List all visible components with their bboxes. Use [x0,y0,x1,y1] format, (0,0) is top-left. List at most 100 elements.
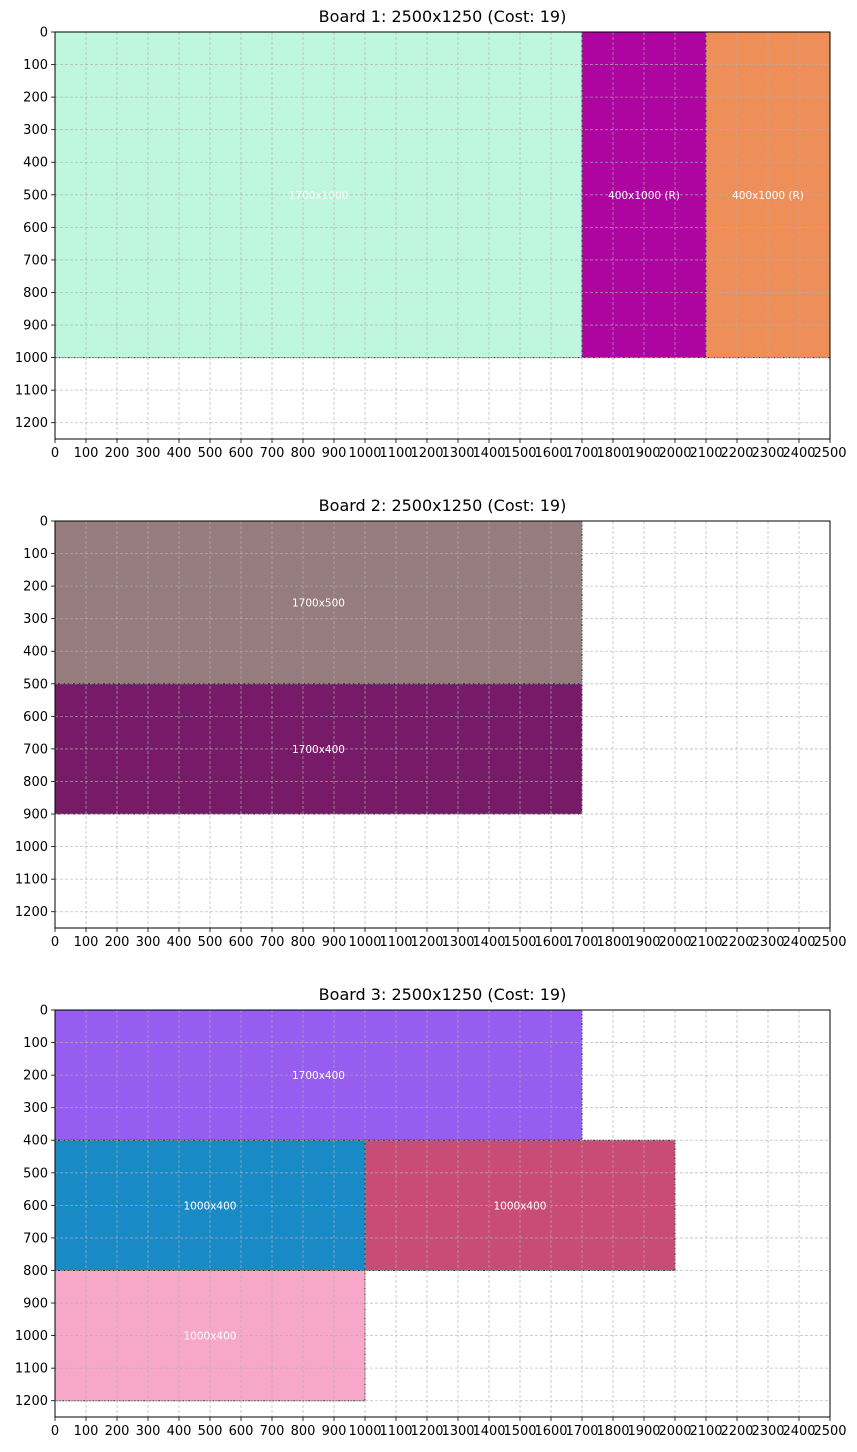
y-tick-label: 300 [23,1101,48,1116]
x-tick-label: 200 [105,446,130,461]
piece-label-2: 1000x400 [184,1200,237,1212]
board-chart-1: 1700x1000 400x1000 (R) 400x1000 (R) 0 100 200… [15,26,847,462]
y-tick-label: 300 [23,612,48,627]
y-tick-label: 600 [23,710,48,725]
x-tick-label: 2300 [751,1424,784,1439]
y-tick-label: 0 [40,515,48,530]
axes-frame [54,1009,831,1418]
y-tick-label: 700 [23,742,48,757]
x-tick-label: 1300 [441,446,474,461]
y-tick-label: 400 [23,645,48,660]
x-tick-label: 1500 [503,446,536,461]
board-chart-3: 1700x400 1000x400 1000x400 1000x400 0 100 200 3… [15,1004,847,1440]
y-tick-label: 100 [23,1036,48,1051]
x-tick-label: 500 [198,1424,223,1439]
x-tick-label: 500 [198,446,223,461]
x-tick-label: 900 [322,1424,347,1439]
x-tick-label: 1600 [534,935,567,950]
board-title: Board 2: 2500x1250 (Cost: 19) [318,496,567,515]
y-tick-label: 1100 [15,1362,48,1377]
axes-frame [54,520,831,929]
x-tick-label: 700 [260,1424,285,1439]
piece-label-2: 1700x400 [292,744,345,756]
x-tick-label: 2100 [689,1424,722,1439]
y-tick-label: 1100 [15,873,48,888]
x-tick-label: 200 [105,1424,130,1439]
x-tick-label: 400 [167,446,192,461]
x-tick-label: 2100 [689,446,722,461]
x-tick-label: 900 [322,935,347,950]
x-tick-label: 1400 [472,446,505,461]
y-tick-label: 700 [23,1231,48,1246]
board-panel-1: Board 1: 2500x1250 (Cost: 19) 1700x1000 4… [0,0,857,462]
y-tick-label: 0 [40,1004,48,1019]
x-tick-label: 1600 [534,1424,567,1439]
y-tick-label: 500 [23,1166,48,1181]
x-tick-label: 1000 [348,446,381,461]
x-tick-label: 1700 [565,1424,598,1439]
piece-label-2: 400x1000 (R) [608,190,680,202]
y-tick-label: 600 [23,221,48,236]
x-tick-label: 2000 [658,446,691,461]
y-tick-label: 1000 [15,840,48,855]
piece-label-1: 1700x1000 [289,190,349,202]
x-tick-label: 2500 [813,1424,846,1439]
y-tick-label: 1000 [15,1329,48,1344]
x-tick-label: 1200 [410,1424,443,1439]
x-tick-label: 2500 [813,446,846,461]
x-tick-label: 1100 [379,446,412,461]
board-title: Board 1: 2500x1250 (Cost: 19) [318,7,567,26]
x-tick-label: 0 [51,1424,59,1439]
x-tick-label: 1600 [534,446,567,461]
piece-label-3: 400x1000 (R) [732,190,804,202]
x-tick-label: 1900 [627,1424,660,1439]
x-tick-label: 1900 [627,446,660,461]
axes-frame [54,31,831,440]
x-tick-label: 1900 [627,935,660,950]
piece-label-1: 1700x500 [292,597,345,609]
y-tick-label: 800 [23,775,48,790]
y-tick-label: 100 [23,547,48,562]
x-tick-label: 2000 [658,935,691,950]
x-tick-label: 600 [229,1424,254,1439]
y-tick-label: 800 [23,286,48,301]
x-tick-label: 1800 [596,446,629,461]
x-tick-label: 1300 [441,1424,474,1439]
y-tick-label: 200 [23,91,48,106]
x-tick-label: 700 [260,935,285,950]
x-tick-label: 1500 [503,935,536,950]
x-tick-label: 1000 [348,935,381,950]
x-tick-label: 600 [229,935,254,950]
y-tick-label: 900 [23,808,48,823]
y-tick-label: 900 [23,319,48,334]
y-tick-label: 1200 [15,416,48,431]
x-tick-label: 400 [167,935,192,950]
x-tick-label: 100 [74,446,99,461]
y-tick-label: 500 [23,677,48,692]
x-tick-label: 300 [136,1424,161,1439]
x-tick-label: 2200 [720,935,753,950]
piece-label-4: 1000x400 [184,1331,237,1343]
x-tick-label: 900 [322,446,347,461]
x-tick-label: 600 [229,446,254,461]
y-tick-label: 400 [23,1134,48,1149]
x-tick-label: 1300 [441,935,474,950]
x-tick-label: 1400 [472,935,505,950]
y-tick-label: 800 [23,1264,48,1279]
x-tick-label: 1700 [565,935,598,950]
x-tick-label: 200 [105,935,130,950]
x-tick-label: 2000 [658,1424,691,1439]
x-tick-label: 1200 [410,935,443,950]
x-tick-label: 2500 [813,935,846,950]
x-tick-label: 2400 [782,1424,815,1439]
y-tick-label: 600 [23,1199,48,1214]
x-tick-label: 500 [198,935,223,950]
x-tick-label: 2300 [751,446,784,461]
x-tick-label: 0 [51,446,59,461]
y-tick-label: 400 [23,156,48,171]
x-tick-label: 800 [291,1424,316,1439]
y-tick-label: 1200 [15,905,48,920]
x-tick-label: 800 [291,446,316,461]
x-tick-label: 700 [260,446,285,461]
x-tick-label: 1200 [410,446,443,461]
